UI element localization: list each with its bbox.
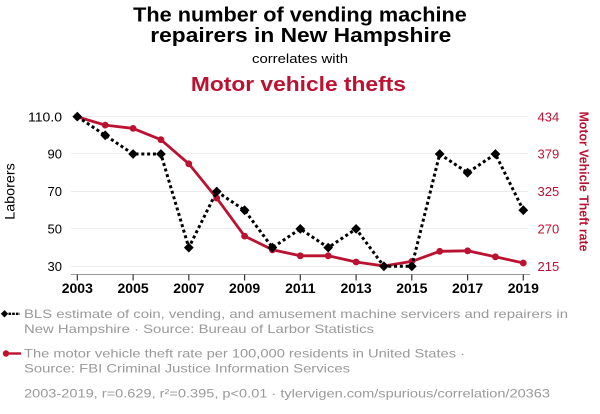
svg-text:70: 70 <box>48 184 62 199</box>
svg-text:30: 30 <box>48 259 62 274</box>
svg-text:2013: 2013 <box>341 280 372 296</box>
svg-text:2003-2019, r=0.629, r²=0.395,: 2003-2019, r=0.629, r²=0.395, p<0.01 · t… <box>24 387 550 401</box>
svg-text:2011: 2011 <box>285 280 316 296</box>
svg-text:BLS estimate of coin, vending,: BLS estimate of coin, vending, and amuse… <box>24 307 568 321</box>
svg-text:270: 270 <box>538 222 560 237</box>
svg-text:2017: 2017 <box>452 280 483 296</box>
svg-text:110.0: 110.0 <box>28 109 62 124</box>
svg-text:379: 379 <box>538 147 560 162</box>
svg-text:Source: FBI Criminal Justice I: Source: FBI Criminal Justice Information… <box>24 362 350 376</box>
svg-text:2007: 2007 <box>173 280 204 296</box>
svg-text:2003: 2003 <box>62 280 93 296</box>
svg-text:Motor vehicle thefts: Motor vehicle thefts <box>191 74 406 96</box>
svg-text:The number of vending machine: The number of vending machine <box>133 4 467 26</box>
svg-text:repairers in New Hampshire: repairers in New Hampshire <box>150 25 451 47</box>
svg-text:correlates with: correlates with <box>252 51 348 66</box>
svg-text:2015: 2015 <box>396 280 427 296</box>
svg-text:215: 215 <box>538 259 560 274</box>
svg-text:2005: 2005 <box>118 280 149 296</box>
svg-text:90: 90 <box>48 147 62 162</box>
svg-text:New Hampshire · Source: Bureau: New Hampshire · Source: Bureau of Larbor… <box>24 322 374 336</box>
svg-text:2019: 2019 <box>508 280 539 296</box>
svg-text:50: 50 <box>48 222 62 237</box>
svg-text:Motor Vehicle Theft rate: Motor Vehicle Theft rate <box>577 112 592 252</box>
svg-text:434: 434 <box>538 109 560 124</box>
svg-text:325: 325 <box>538 184 560 199</box>
svg-text:The motor vehicle theft rate p: The motor vehicle theft rate per 100,000… <box>24 347 465 361</box>
svg-text:Laborers: Laborers <box>2 163 18 220</box>
svg-text:2009: 2009 <box>229 280 260 296</box>
